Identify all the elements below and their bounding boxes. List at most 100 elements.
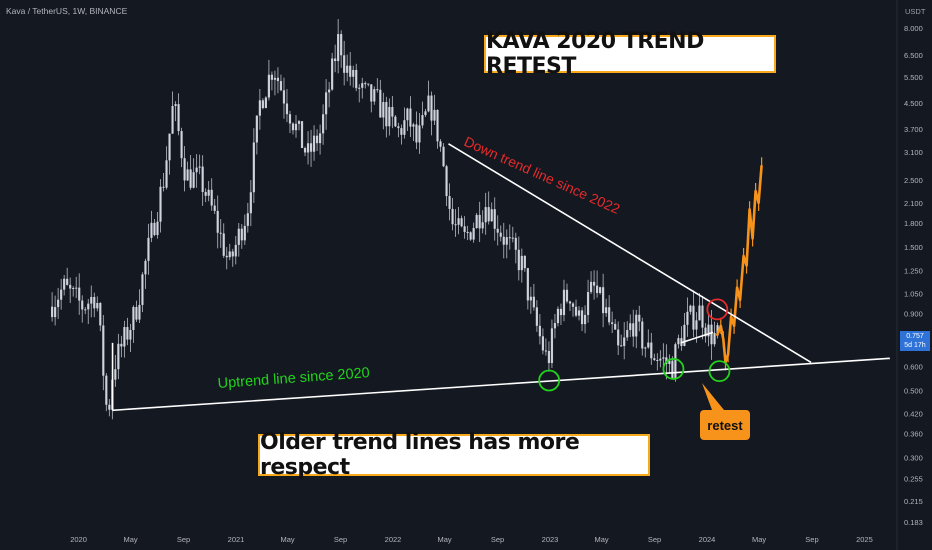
candle-body (246, 213, 249, 226)
candle-body (66, 278, 69, 285)
candle-body (171, 105, 174, 134)
y-tick-label: 0.215 (904, 497, 923, 506)
candle-body (54, 307, 57, 318)
candle-body (99, 302, 102, 326)
candle-body (460, 218, 463, 227)
candle-body (602, 287, 605, 314)
candle-body (102, 325, 105, 376)
y-tick-label: 0.255 (904, 475, 923, 484)
candle-body (201, 166, 204, 192)
candle-body (605, 307, 608, 314)
candle-body (78, 287, 81, 301)
y-tick-label: 0.600 (904, 363, 923, 372)
candle-body (234, 244, 237, 257)
marker-layer (538, 298, 731, 392)
candle-body (556, 308, 560, 324)
candle-body (400, 128, 403, 135)
candle-body (448, 196, 451, 209)
x-tick-label: 2023 (542, 535, 559, 544)
candle-body (237, 228, 240, 245)
candle-body (147, 237, 150, 261)
candle-body (349, 65, 352, 77)
x-tick-label: 2020 (70, 535, 87, 544)
candle-body (358, 87, 361, 89)
candle-body (686, 311, 689, 325)
candle-body (69, 284, 72, 289)
candle-body (689, 305, 692, 312)
candle-body (334, 58, 337, 62)
candle-body (704, 327, 707, 337)
candle-body (683, 324, 686, 346)
candle-body (487, 207, 490, 222)
candle-body (647, 342, 650, 348)
candle-body (240, 228, 243, 241)
candle-body (629, 323, 632, 331)
x-tick-label: May (438, 535, 452, 544)
candle-body (586, 292, 590, 315)
candle-body (550, 328, 554, 364)
candle-body (475, 214, 478, 229)
uptrend-label: Uptrend line since 2020 (217, 365, 370, 392)
x-tick-label: Sep (177, 535, 190, 544)
candle-body (261, 100, 264, 109)
projection-path (715, 165, 763, 364)
y-tick-label: 3.700 (904, 125, 923, 134)
candle-body (93, 296, 96, 309)
candle-body (297, 121, 301, 124)
candle-body (141, 274, 144, 305)
current-price-badge: 0.757 5d 17h (900, 331, 930, 351)
y-tick-label: 1.500 (904, 243, 923, 252)
candle-body (270, 74, 274, 80)
candle-body (668, 360, 671, 365)
candle-body (583, 314, 587, 325)
candle-body (391, 107, 394, 117)
candle-body (306, 143, 310, 153)
candle-body (490, 209, 493, 222)
retest-pointer (702, 383, 724, 410)
y-tick-label: 0.420 (904, 409, 923, 418)
candle-body (373, 89, 376, 102)
candle-body (559, 308, 563, 316)
candle-body (90, 296, 93, 304)
candle-body (228, 251, 231, 258)
candle-body (421, 115, 424, 126)
candle-body (60, 289, 63, 300)
y-tick-label: 0.300 (904, 453, 923, 462)
candle-body (291, 123, 295, 131)
candle-body (568, 301, 572, 304)
candle-body (132, 306, 135, 331)
candle-body (424, 111, 427, 116)
trend-line (448, 143, 812, 364)
y-tick-label: 1.800 (904, 219, 923, 228)
candle-body (659, 358, 662, 361)
candle-body (174, 104, 177, 106)
candle-body (499, 232, 502, 237)
candle-body (120, 343, 123, 347)
candle-body (635, 314, 638, 337)
y-tick-label: 2.500 (904, 176, 923, 185)
candle-body (219, 232, 222, 234)
candle-body (553, 323, 557, 329)
y-tick-label: 4.500 (904, 99, 923, 108)
candle-body (150, 222, 153, 238)
candle-body (273, 77, 277, 80)
candle-body (114, 369, 117, 380)
candle-body (364, 83, 367, 85)
candle-body (406, 108, 409, 121)
trend-line (112, 357, 890, 412)
candle-body (51, 306, 54, 318)
projection-layer (715, 157, 763, 371)
x-tick-label: 2021 (228, 535, 245, 544)
candle-body (418, 125, 421, 143)
candle-body (653, 358, 656, 360)
candle-body (547, 351, 551, 364)
candle-body (189, 169, 192, 188)
candle-body (523, 255, 526, 269)
candle-body (252, 142, 255, 193)
candle-body (526, 268, 529, 301)
candle-body (469, 232, 472, 240)
candle-body (192, 172, 195, 188)
x-tick-label: May (752, 535, 766, 544)
candle-body (611, 322, 614, 324)
candle-body (388, 107, 391, 127)
